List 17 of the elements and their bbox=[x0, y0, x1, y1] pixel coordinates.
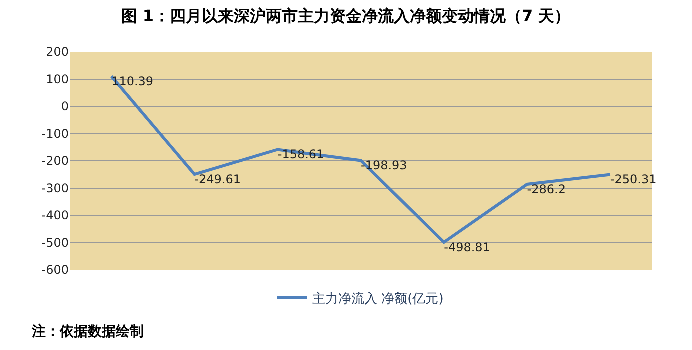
data-label: -250.31 bbox=[610, 172, 657, 187]
legend-label: 主力净流入 净额(亿元) bbox=[312, 291, 444, 308]
data-label: -249.61 bbox=[194, 172, 242, 187]
text: 注：依据数据绘制 bbox=[31, 323, 144, 340]
y-tick-label: -400 bbox=[42, 208, 69, 223]
y-tick-label: -300 bbox=[42, 181, 69, 196]
data-label: -498.81 bbox=[444, 240, 490, 254]
y-tick-label: -100 bbox=[42, 126, 69, 141]
y-tick-label: -500 bbox=[42, 236, 69, 250]
y-tick-label: 200 bbox=[46, 45, 69, 60]
y-tick-label: -200 bbox=[42, 154, 69, 168]
data-label: -286.2 bbox=[527, 182, 566, 196]
line-series bbox=[110, 74, 612, 244]
y-tick-label: 100 bbox=[46, 72, 69, 86]
y-tick-label: 0 bbox=[61, 100, 69, 114]
y-tick-label: -600 bbox=[42, 263, 69, 278]
chart-title: 图 1：四月以来深沪两市主力资金净流入净额变动情况（7 天） bbox=[121, 6, 571, 26]
